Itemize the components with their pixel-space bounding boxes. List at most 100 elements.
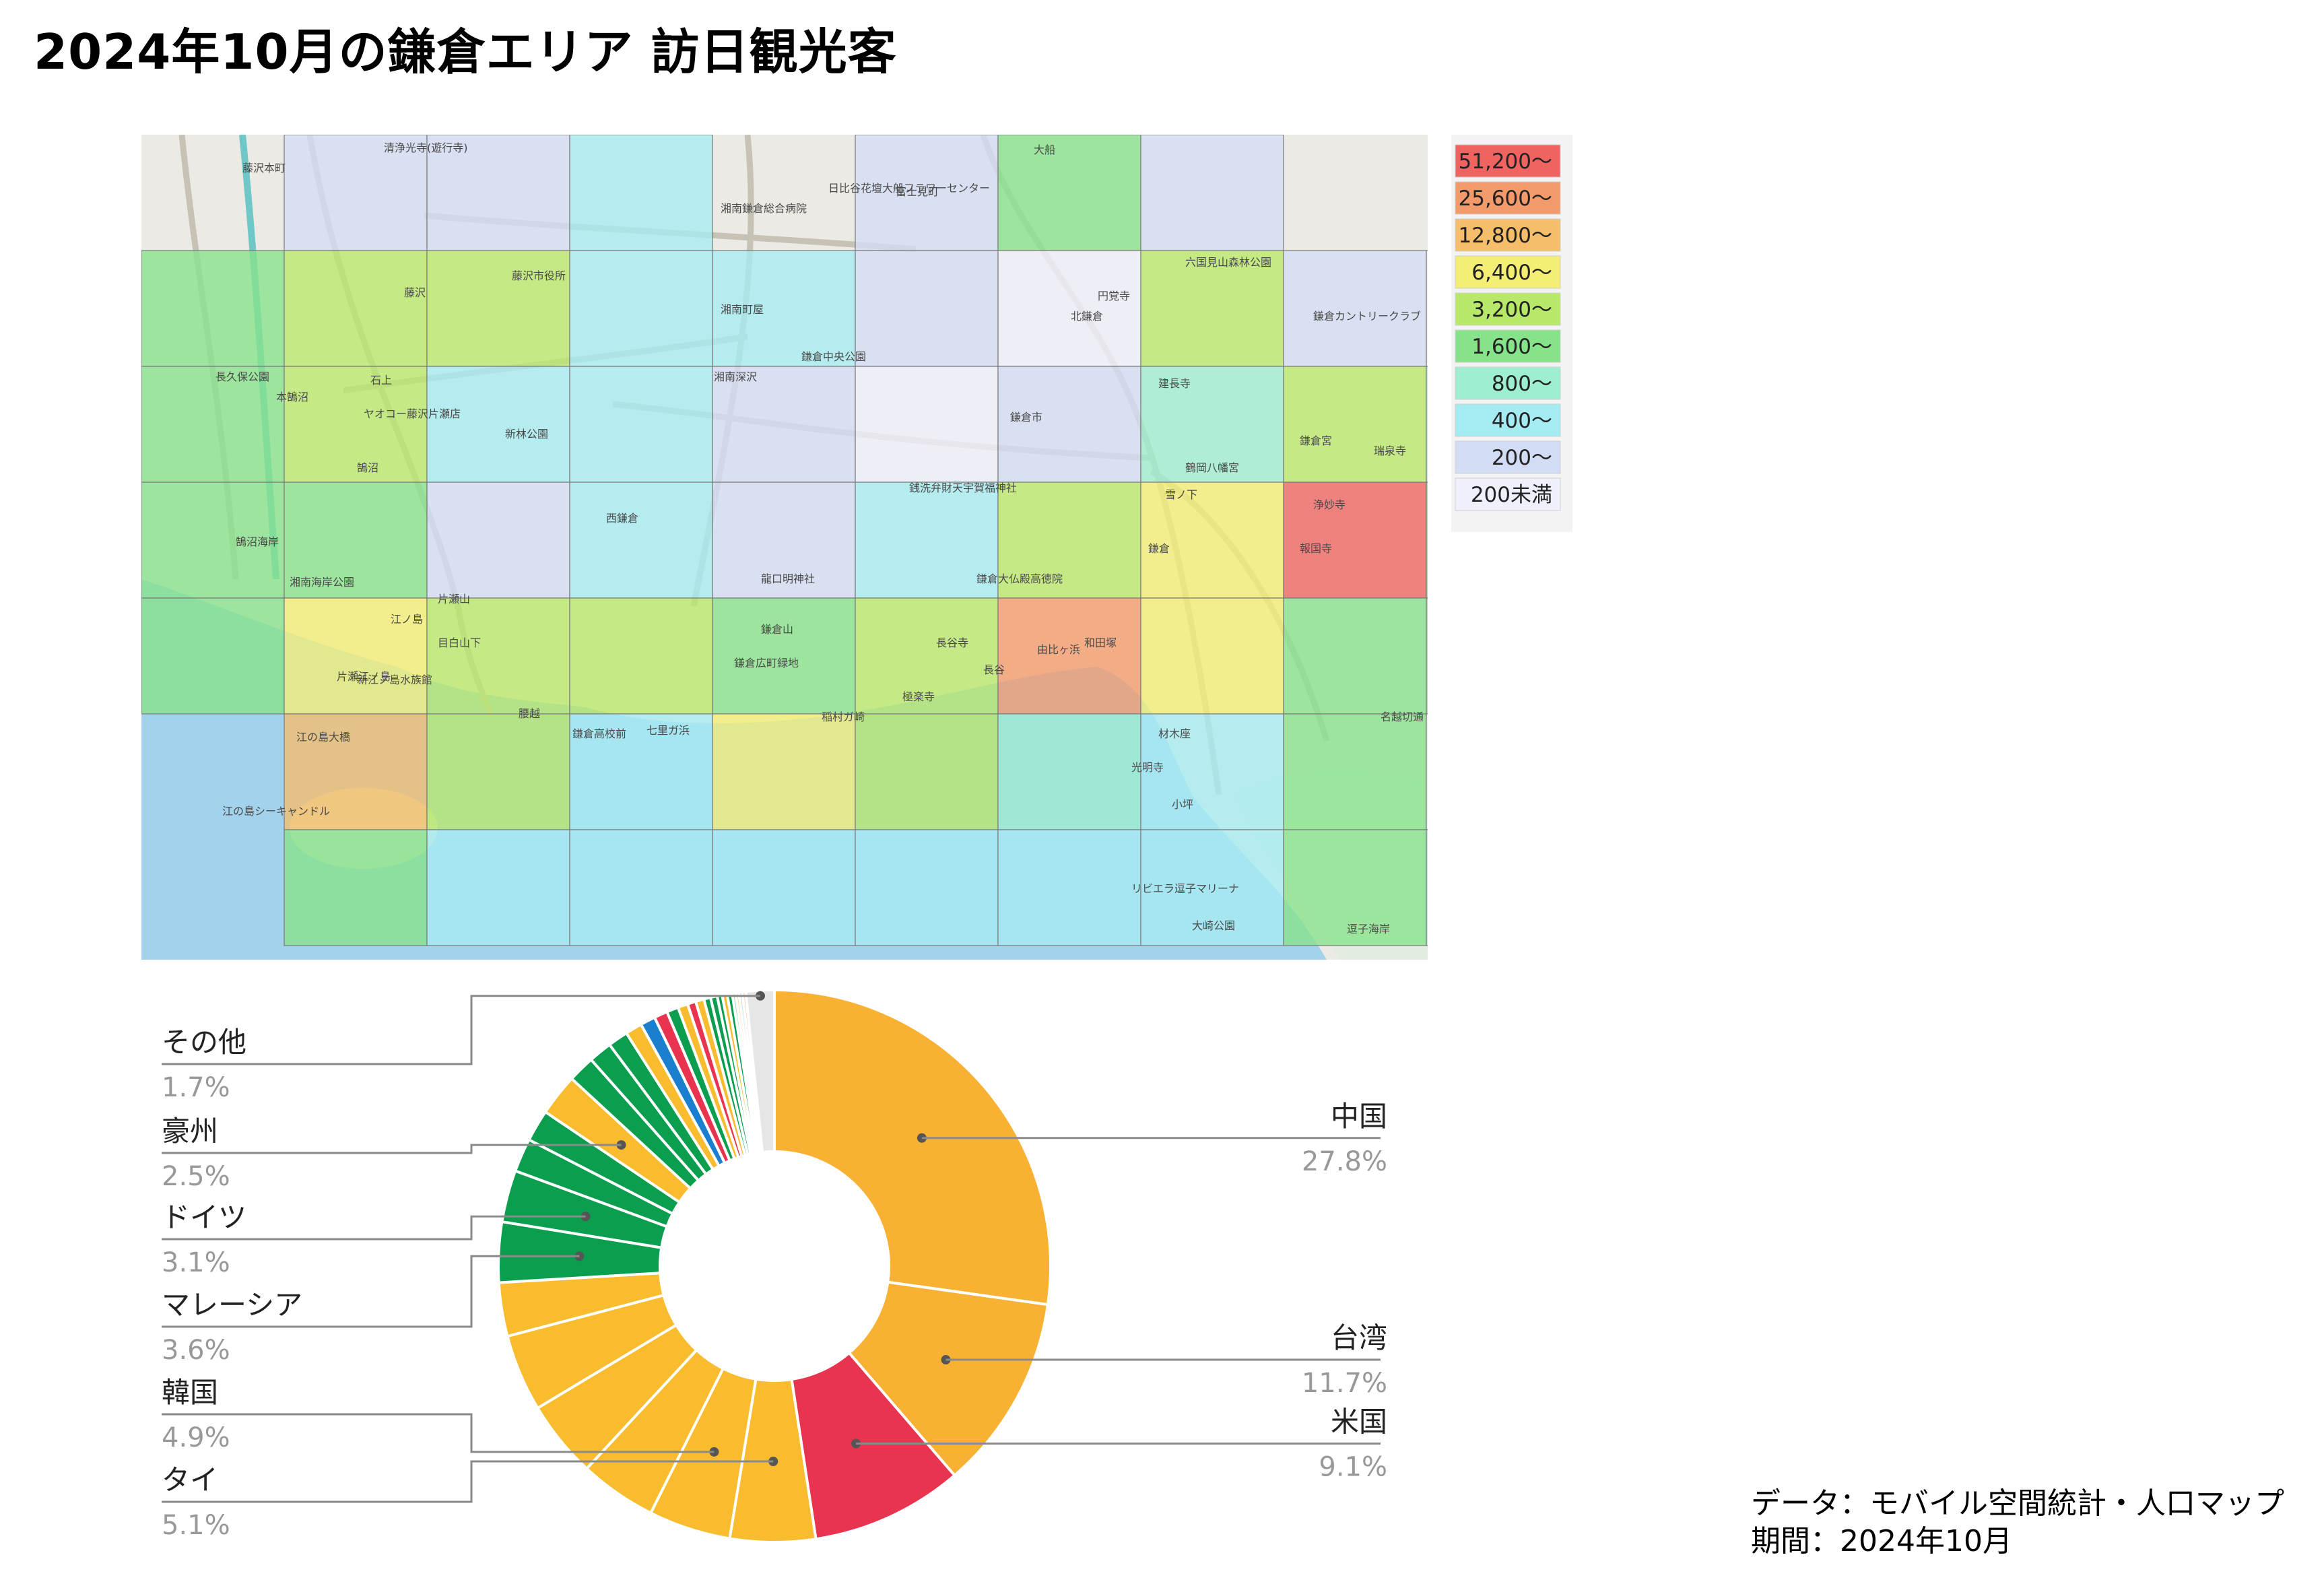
map-grid-cell[interactable] (426, 366, 570, 483)
map-grid-cell[interactable] (997, 829, 1141, 946)
map-grid-cell[interactable] (569, 829, 713, 946)
slice-label: 中国 (1331, 1100, 1387, 1133)
map-grid-cell[interactable] (284, 829, 428, 946)
map-place-label: ヤオコー藤沢片瀬店 (364, 407, 461, 420)
legend-label: 200未満 (1471, 483, 1552, 507)
map-grid-cell[interactable] (1283, 597, 1427, 715)
map-grid-cell[interactable] (1140, 829, 1284, 946)
map-place-label: 小坪 (1172, 798, 1193, 811)
map-grid-cell[interactable] (426, 250, 570, 367)
map-grid-cell[interactable] (1283, 713, 1427, 830)
map-grid-cell[interactable] (1140, 482, 1284, 599)
legend-label: 400〜 (1492, 409, 1552, 433)
map-grid-cell[interactable] (569, 597, 713, 715)
map-grid-cell[interactable] (141, 597, 285, 715)
map-grid-cell[interactable] (1140, 366, 1284, 483)
map-grid-cell[interactable] (997, 713, 1141, 830)
map-grid-cell[interactable] (712, 713, 856, 830)
map-grid-cell[interactable] (712, 482, 856, 599)
map-grid-cell[interactable] (1140, 597, 1284, 715)
map-grid-cell[interactable] (855, 250, 999, 367)
map-place-label: 浄妙寺 (1313, 498, 1346, 511)
map-place-label: 極楽寺 (902, 690, 935, 703)
slice-percent: 9.1% (1319, 1452, 1387, 1483)
map-grid-cell[interactable] (569, 366, 713, 483)
legend-label: 51,200〜 (1459, 150, 1552, 174)
map-place-label: 本鵠沼 (276, 391, 308, 403)
map-grid-cell[interactable] (1426, 482, 1428, 599)
map-place-label: 鎌倉大仏殿高徳院 (976, 572, 1063, 585)
map-grid-cell[interactable] (712, 250, 856, 367)
map-place-label: 銭洗弁財天宇賀福神社 (909, 482, 1017, 494)
map-grid-cell[interactable] (141, 250, 285, 367)
map-grid-cell[interactable] (1426, 713, 1428, 830)
map-grid-cell[interactable] (1283, 366, 1427, 483)
map-grid-cell[interactable] (426, 135, 570, 251)
map-grid-cell[interactable] (712, 829, 856, 946)
map-grid-cell[interactable] (569, 482, 713, 599)
donut-slice (743, 988, 776, 1154)
map-grid-cell[interactable] (855, 713, 999, 830)
map-grid-cell[interactable] (1283, 482, 1427, 599)
map-grid-cell[interactable] (426, 597, 570, 715)
map-grid-cell[interactable] (284, 135, 428, 251)
map-grid-cell[interactable] (855, 482, 999, 599)
map-place-label: 光明寺 (1131, 761, 1164, 774)
map-grid-cell[interactable] (997, 597, 1141, 715)
map-place-label: 七里ガ浜 (646, 724, 690, 737)
map-grid-cell[interactable] (569, 713, 713, 830)
map-grid-cell[interactable] (284, 250, 428, 367)
map-grid-cell[interactable] (569, 250, 713, 367)
leader-line (162, 1144, 622, 1154)
map-place-label: 稲村ガ崎 (822, 711, 865, 723)
legend-swatch (1455, 144, 1561, 178)
map-place-label: 湘南深沢 (714, 370, 757, 383)
slice-percent: 2.5% (162, 1161, 230, 1192)
donut-slice (790, 1351, 957, 1541)
map-grid-cell[interactable] (284, 597, 428, 715)
map-grid-cell[interactable] (1426, 597, 1428, 715)
map-grid-cell[interactable] (141, 366, 285, 483)
map-place-label: 江ノ島 (391, 613, 423, 626)
map-grid-cell[interactable] (426, 829, 570, 946)
map-place-label: 片瀬江ノ島 (337, 670, 391, 683)
legend-swatch (1455, 366, 1561, 400)
map-grid-cell[interactable] (1283, 829, 1427, 946)
map-grid-cell[interactable] (1140, 250, 1284, 367)
map-place-label: 新江ノ島水族館 (357, 673, 432, 686)
map-grid-cell[interactable] (426, 482, 570, 599)
map-grid-cell[interactable] (569, 135, 713, 251)
map-place-label: 鎌倉山 (761, 623, 793, 636)
map-grid-cell[interactable] (1283, 250, 1427, 367)
map-grid-cell[interactable] (426, 713, 570, 830)
map-grid-cell[interactable] (997, 366, 1141, 483)
map-place-label: 円覚寺 (1098, 290, 1130, 302)
map-grid-cell[interactable] (1140, 713, 1284, 830)
map-grid-cell[interactable] (855, 366, 999, 483)
map-grid-cell[interactable] (997, 250, 1141, 367)
map-grid-cell[interactable] (1426, 829, 1428, 946)
map-grid-cell[interactable] (284, 366, 428, 483)
map-grid-cell[interactable] (855, 135, 999, 251)
legend-label: 200〜 (1492, 446, 1552, 470)
map-grid-cell[interactable] (284, 482, 428, 599)
map-place-label: 新林公園 (505, 428, 548, 440)
map-grid-cell[interactable] (1140, 135, 1284, 251)
map-place-label: 日比谷花壇大船フラワーセンター (828, 182, 990, 195)
legend-swatch (1455, 292, 1561, 326)
slice-label: マレーシア (162, 1288, 302, 1321)
map-place-label: 鎌倉カントリークラブ (1313, 310, 1421, 323)
map-grid-cell[interactable] (712, 366, 856, 483)
legend-label: 25,600〜 (1459, 187, 1552, 211)
page-title: 2024年10月の鎌倉エリア 訪日観光客 (34, 24, 897, 80)
map-grid-cell[interactable] (712, 597, 856, 715)
map-grid-cell[interactable] (1426, 250, 1428, 367)
map-grid-cell[interactable] (1426, 366, 1428, 483)
map-place-label: 目白山下 (438, 636, 481, 649)
slice-label: タイ (162, 1463, 218, 1496)
map-grid-cell[interactable] (855, 829, 999, 946)
map-grid-cell[interactable] (997, 135, 1141, 251)
map-place-label: 藤沢市役所 (512, 269, 566, 282)
map-grid-cell[interactable] (997, 482, 1141, 599)
